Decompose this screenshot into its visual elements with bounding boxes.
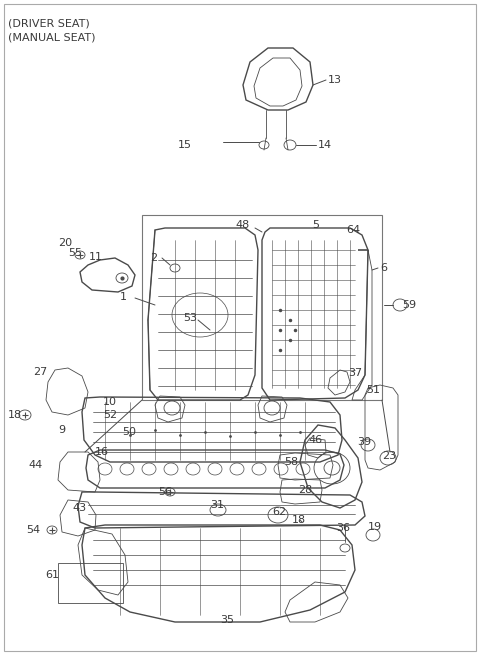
Text: 1: 1 (120, 292, 127, 302)
Text: 39: 39 (357, 437, 371, 447)
Text: 10: 10 (103, 397, 117, 407)
Text: 52: 52 (103, 410, 117, 420)
Text: 20: 20 (58, 238, 72, 248)
Text: 56: 56 (158, 487, 172, 497)
Text: 58: 58 (284, 457, 298, 467)
Text: 44: 44 (28, 460, 42, 470)
Text: 19: 19 (368, 522, 382, 532)
Text: (DRIVER SEAT): (DRIVER SEAT) (8, 18, 90, 28)
Text: 64: 64 (346, 225, 360, 235)
Text: 43: 43 (72, 503, 86, 513)
Text: 27: 27 (33, 367, 47, 377)
Text: 61: 61 (45, 570, 59, 580)
Text: 50: 50 (122, 427, 136, 437)
Text: 9: 9 (58, 425, 65, 435)
Text: 6: 6 (380, 263, 387, 273)
Text: 28: 28 (298, 485, 312, 495)
Text: 62: 62 (272, 507, 286, 517)
Bar (142, 215, 382, 400)
Text: 15: 15 (178, 140, 192, 150)
Text: 55: 55 (68, 248, 82, 258)
Text: 35: 35 (220, 615, 234, 625)
Text: 51: 51 (366, 385, 380, 395)
Text: 48: 48 (235, 220, 249, 230)
Text: 5: 5 (312, 220, 319, 230)
Text: 23: 23 (382, 451, 396, 461)
Text: 46: 46 (308, 435, 322, 445)
Text: 31: 31 (210, 500, 224, 510)
Text: 36: 36 (336, 523, 350, 533)
Text: 59: 59 (402, 300, 416, 310)
Text: 2: 2 (150, 253, 157, 263)
Text: 37: 37 (348, 368, 362, 378)
Text: 13: 13 (328, 75, 342, 85)
Text: 53: 53 (183, 313, 197, 323)
Bar (58, 563, 123, 603)
Text: 18: 18 (292, 515, 306, 525)
Text: 18: 18 (8, 410, 22, 420)
Text: 16: 16 (95, 447, 109, 457)
Text: 14: 14 (318, 140, 332, 150)
Text: (MANUAL SEAT): (MANUAL SEAT) (8, 32, 96, 42)
Text: 11: 11 (89, 252, 103, 262)
Text: 54: 54 (26, 525, 40, 535)
